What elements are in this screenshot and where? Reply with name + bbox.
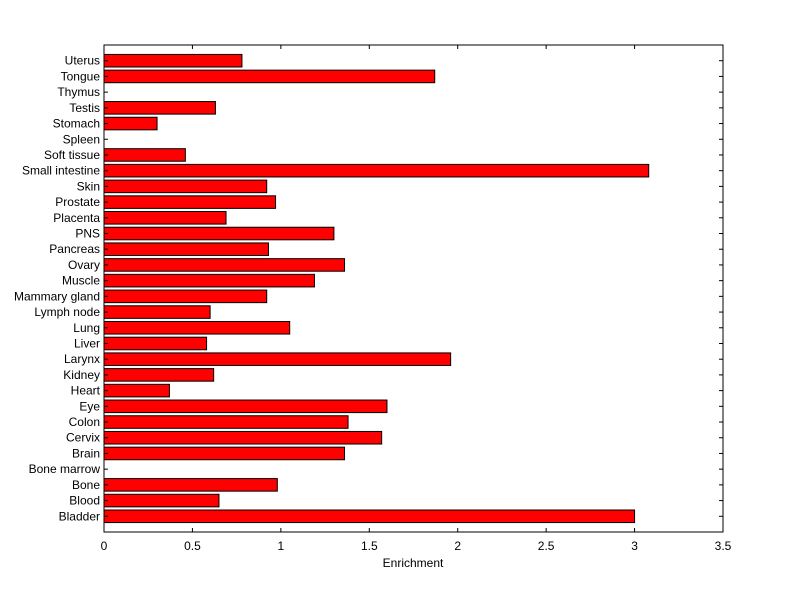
y-tick-label: Ovary (68, 258, 100, 272)
y-tick-label: Prostate (55, 195, 100, 209)
x-tick-label: 0.5 (184, 539, 201, 553)
bar-pns (103, 226, 335, 241)
y-tick-label: Lymph node (34, 305, 100, 319)
y-tick-label: Small intestine (22, 164, 100, 178)
bar-kidney (103, 368, 215, 382)
bar-muscle (103, 273, 315, 288)
y-tick-label: Mammary gland (14, 289, 100, 303)
bar-stomach (103, 116, 158, 131)
bar-blood (103, 493, 220, 508)
y-tick-label: Bladder (59, 509, 100, 523)
bar-mammary-gland (103, 289, 268, 304)
y-tick-label: Spleen (63, 132, 100, 146)
x-tick-label: 1 (278, 539, 285, 553)
y-tick-label: Placenta (53, 211, 100, 225)
y-tick-label: Liver (74, 336, 100, 350)
bar-cervix (103, 430, 383, 445)
bar-prostate (103, 195, 277, 209)
bar-bone (103, 478, 278, 492)
y-tick-label: PNS (75, 227, 100, 241)
y-tick-label: Muscle (62, 274, 100, 288)
y-tick-label: Lung (73, 321, 100, 335)
bar-pancreas (103, 242, 269, 257)
y-tick-label: Blood (69, 494, 100, 508)
y-tick-label: Testis (69, 101, 100, 115)
bar-liver (103, 336, 208, 351)
bar-heart (103, 383, 170, 398)
bar-eye (103, 399, 388, 414)
bar-lung (103, 320, 291, 335)
bar-testis (103, 101, 216, 115)
bar-placenta (103, 211, 227, 225)
y-tick-label: Tongue (61, 69, 101, 83)
bar-soft-tissue (103, 148, 186, 162)
bar-skin (103, 179, 268, 194)
bar-colon (103, 415, 349, 429)
bar-uterus (103, 53, 243, 68)
y-tick-label: Bone marrow (29, 462, 101, 476)
bar-lymph-node (103, 305, 211, 319)
y-tick-label: Skin (77, 179, 100, 193)
y-tick-label: Cervix (66, 431, 100, 445)
y-tick-label: Eye (79, 399, 100, 413)
x-tick-label: 3.5 (715, 539, 732, 553)
bar-bladder (103, 509, 636, 524)
x-axis-ticks: 0 0.5 1 1.5 2 2.5 3 3.5 (101, 45, 732, 553)
bar-larynx (103, 352, 452, 366)
bar-small-intestine (103, 163, 650, 178)
y-tick-label: Soft tissue (44, 148, 100, 162)
x-axis-label: Enrichment (383, 556, 444, 570)
y-tick-label: Brain (72, 446, 100, 460)
x-tick-label: 1.5 (361, 539, 378, 553)
y-tick-label: Kidney (63, 368, 100, 382)
y-tick-label: Stomach (53, 117, 100, 131)
bar-brain (103, 446, 346, 461)
x-tick-label: 0 (101, 539, 108, 553)
y-tick-label: Larynx (64, 352, 100, 366)
y-tick-label: Pancreas (49, 242, 100, 256)
y-tick-label: Colon (69, 415, 100, 429)
y-tick-label: Thymus (57, 85, 100, 99)
x-tick-label: 2 (454, 539, 461, 553)
bar-ovary (103, 258, 346, 272)
x-tick-label: 3 (631, 539, 638, 553)
bar-tongue (103, 69, 436, 84)
x-tick-label: 2.5 (538, 539, 555, 553)
y-tick-label: Uterus (65, 54, 100, 68)
y-tick-label: Heart (71, 384, 101, 398)
plot-frame (103, 44, 724, 533)
y-tick-label: Bone (72, 478, 100, 492)
